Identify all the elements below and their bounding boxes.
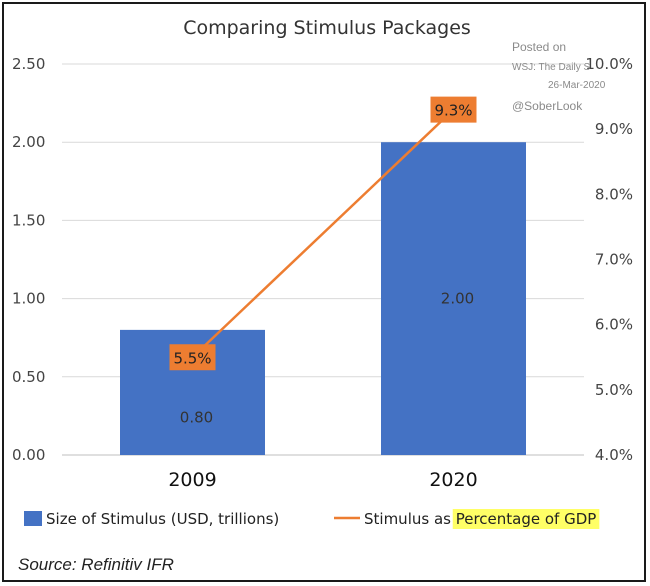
source-note: Source: Refinitiv IFR <box>18 555 174 574</box>
right-tick-label: 8.0% <box>595 185 633 203</box>
legend: Size of Stimulus (USD, trillions) Stimul… <box>24 509 600 529</box>
bar-2020 <box>381 142 526 455</box>
right-tick-label: 4.0% <box>595 446 633 464</box>
right-tick-label: 10.0% <box>585 55 633 73</box>
chart-title: Comparing Stimulus Packages <box>183 17 471 39</box>
legend-highlight <box>452 509 600 529</box>
left-tick-label: 2.00 <box>12 133 45 151</box>
line-point-marker <box>430 96 477 123</box>
line-point-marker <box>169 344 216 371</box>
line-series: 5.5% 9.3% <box>169 96 477 371</box>
combo-chart: Comparing Stimulus Packages 0.00 0.50 1.00… <box>12 17 633 574</box>
left-tick-label: 0.00 <box>12 446 45 464</box>
wsj-source-text: WSJ: The Daily S <box>512 62 590 73</box>
left-tick-label: 2.50 <box>12 55 45 73</box>
right-tick-label: 6.0% <box>595 316 633 334</box>
right-axis-ticks: 4.0% 5.0% 6.0% 7.0% 8.0% 9.0% 10.0% <box>585 55 633 464</box>
category-label: 2020 <box>429 469 477 491</box>
bar-value-label: 0.80 <box>180 408 213 426</box>
right-tick-label: 9.0% <box>595 120 633 138</box>
posted-date-text: 26-Mar-2020 <box>548 80 606 91</box>
watermark-note: Posted on WSJ: The Daily S 26-Mar-2020 @… <box>512 40 606 113</box>
gdp-line <box>191 108 455 359</box>
right-tick-label: 5.0% <box>595 381 633 399</box>
legend-bar-swatch <box>24 511 42 526</box>
left-tick-label: 1.00 <box>12 290 45 308</box>
handle-text: @SoberLook <box>512 99 583 113</box>
category-label: 2009 <box>168 469 216 491</box>
legend-line-label: Stimulus as Percentage of GDP <box>364 510 596 528</box>
posted-on-text: Posted on <box>512 40 566 54</box>
line-point-label: 9.3% <box>434 102 472 120</box>
bar-series: 0.80 2.00 <box>120 142 526 455</box>
bar-value-label: 2.00 <box>441 290 474 308</box>
category-labels: 2009 2020 <box>168 469 477 491</box>
line-point-label: 5.5% <box>173 349 211 367</box>
legend-bar-label: Size of Stimulus (USD, trillions) <box>46 510 279 528</box>
left-axis-ticks: 0.00 0.50 1.00 1.50 2.00 2.50 <box>12 55 45 464</box>
right-tick-label: 7.0% <box>595 251 633 269</box>
left-tick-label: 1.50 <box>12 211 45 229</box>
legend-highlight-text: Percentage of GDP <box>456 510 597 528</box>
left-tick-label: 0.50 <box>12 368 45 386</box>
